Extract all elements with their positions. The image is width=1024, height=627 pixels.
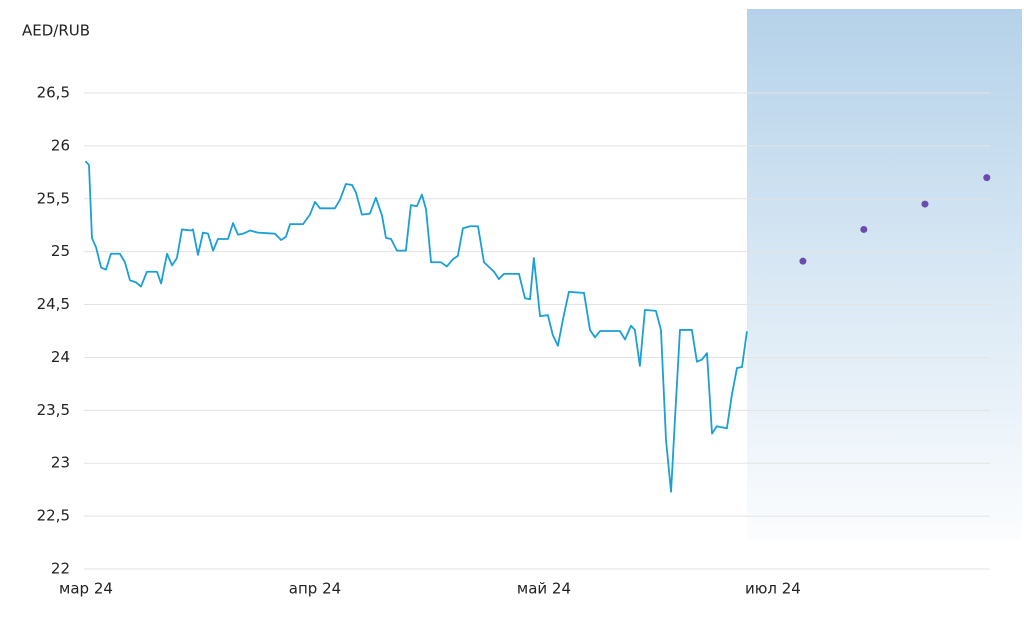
y-tick-label: 23,5 [37,401,70,419]
forecast-point [921,200,929,208]
forecast-point [983,174,991,182]
y-tick-label: 24 [51,348,70,366]
y-tick-label: 25,5 [37,189,70,207]
x-tick-label: май 24 [517,580,571,598]
x-tick-label: мар 24 [59,580,113,598]
y-tick-label: 25 [51,242,70,260]
y-tick-label: 23 [51,454,70,472]
price-line [85,160,748,493]
forecast-area [747,9,1022,540]
y-tick-label: 22,5 [37,507,70,525]
y-tick-label: 26,5 [37,84,70,102]
x-tick-label: апр 24 [289,580,341,598]
y-tick-label: 24,5 [37,295,70,313]
forecast-point [860,225,868,233]
y-tick-label: 22 [51,560,70,578]
x-tick-label: июл 24 [745,580,801,598]
y-tick-label: 26 [51,136,70,154]
forecast-point [799,257,807,265]
chart-title: AED/RUB [22,22,90,40]
